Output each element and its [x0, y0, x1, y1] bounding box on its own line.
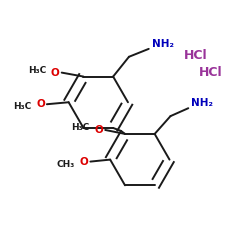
Text: HCl: HCl	[184, 49, 208, 62]
Text: NH₂: NH₂	[191, 98, 213, 108]
Text: NH₂: NH₂	[152, 39, 174, 49]
Text: O: O	[94, 125, 103, 135]
Text: HCl: HCl	[199, 66, 223, 79]
Text: O: O	[51, 68, 60, 78]
Text: H₃C: H₃C	[13, 102, 31, 111]
Text: O: O	[80, 156, 88, 166]
Text: CH₃: CH₃	[56, 160, 74, 169]
Text: H₃C: H₃C	[28, 66, 46, 75]
Text: H₃C: H₃C	[71, 124, 90, 132]
Text: O: O	[36, 99, 45, 109]
